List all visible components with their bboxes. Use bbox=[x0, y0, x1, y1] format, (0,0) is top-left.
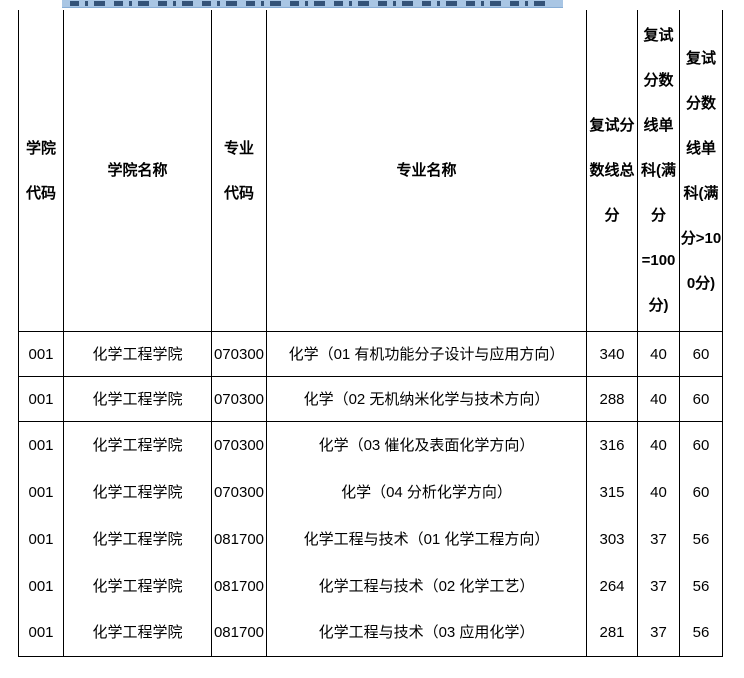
table-row: 001 化学工程学院 081700 化学工程与技术（02 化学工艺） 264 37 56 bbox=[18, 562, 723, 610]
cell-college-code: 001 bbox=[18, 562, 64, 610]
header-retest-single-gt100: 复试 分数 线单 科(满 分>10 0分) bbox=[679, 10, 723, 332]
table-row: 001 化学工程学院 070300 化学（03 催化及表面化学方向） 316 40 60 bbox=[18, 421, 723, 469]
cell-retest-total: 340 bbox=[586, 331, 638, 377]
cell-retest-single-100: 37 bbox=[637, 562, 680, 610]
cell-college-name: 化学工程学院 bbox=[63, 421, 212, 469]
cell-major-name: 化学工程与技术（01 化学工程方向） bbox=[266, 515, 587, 563]
header-college-code: 学院 代码 bbox=[18, 10, 64, 332]
cell-college-name: 化学工程学院 bbox=[63, 609, 212, 657]
cell-college-code: 001 bbox=[18, 609, 64, 657]
cell-major-code: 081700 bbox=[211, 562, 267, 610]
cell-major-name: 化学（02 无机纳米化学与技术方向） bbox=[266, 376, 587, 422]
cell-retest-single-100: 37 bbox=[637, 515, 680, 563]
score-table: 学院 代码 学院名称 专业 代码 专业名称 复试分 数线总 分 复试 分数 线单… bbox=[18, 10, 723, 657]
cell-major-code: 081700 bbox=[211, 609, 267, 657]
table-row: 001 化学工程学院 081700 化学工程与技术（03 应用化学） 281 37 56 bbox=[18, 609, 723, 657]
cell-retest-single-gt100: 60 bbox=[679, 376, 723, 422]
cell-major-name: 化学工程与技术（03 应用化学） bbox=[266, 609, 587, 657]
cell-major-code: 081700 bbox=[211, 515, 267, 563]
cell-college-code: 001 bbox=[18, 376, 64, 422]
cell-college-name: 化学工程学院 bbox=[63, 331, 212, 377]
cell-retest-single-gt100: 60 bbox=[679, 421, 723, 469]
cell-retest-total: 264 bbox=[586, 562, 638, 610]
header-retest-single-100: 复试 分数 线单 科(满 分 =100 分) bbox=[637, 10, 680, 332]
table-body: 001 化学工程学院 070300 化学（01 有机功能分子设计与应用方向） 340 40… bbox=[18, 331, 723, 657]
cell-major-name: 化学（01 有机功能分子设计与应用方向） bbox=[266, 331, 587, 377]
cell-college-name: 化学工程学院 bbox=[63, 515, 212, 563]
table-row: 001 化学工程学院 070300 化学（02 无机纳米化学与技术方向） 288 40 60 bbox=[18, 376, 723, 422]
cell-major-code: 070300 bbox=[211, 331, 267, 377]
cell-college-code: 001 bbox=[18, 468, 64, 516]
header-retest-total: 复试分 数线总 分 bbox=[586, 10, 638, 332]
cell-college-code: 001 bbox=[18, 515, 64, 563]
cell-retest-single-100: 40 bbox=[637, 468, 680, 516]
header-major-code: 专业 代码 bbox=[211, 10, 267, 332]
table-row: 001 化学工程学院 070300 化学（01 有机功能分子设计与应用方向） 340 40… bbox=[18, 331, 723, 377]
cell-retest-single-gt100: 56 bbox=[679, 609, 723, 657]
cell-major-code: 070300 bbox=[211, 468, 267, 516]
cell-retest-single-100: 40 bbox=[637, 331, 680, 377]
cell-major-name: 化学工程与技术（02 化学工艺） bbox=[266, 562, 587, 610]
cell-major-name: 化学（03 催化及表面化学方向） bbox=[266, 421, 587, 469]
cell-retest-single-100: 40 bbox=[637, 421, 680, 469]
cell-retest-single-gt100: 60 bbox=[679, 468, 723, 516]
cell-college-name: 化学工程学院 bbox=[63, 468, 212, 516]
cell-college-name: 化学工程学院 bbox=[63, 562, 212, 610]
cell-retest-single-gt100: 56 bbox=[679, 562, 723, 610]
cell-retest-single-100: 37 bbox=[637, 609, 680, 657]
cell-retest-single-gt100: 56 bbox=[679, 515, 723, 563]
cell-college-name: 化学工程学院 bbox=[63, 376, 212, 422]
table-row: 001 化学工程学院 070300 化学（04 分析化学方向） 315 40 60 bbox=[18, 468, 723, 516]
cell-major-code: 070300 bbox=[211, 421, 267, 469]
table-header: 学院 代码 学院名称 专业 代码 专业名称 复试分 数线总 分 复试 分数 线单… bbox=[18, 10, 723, 332]
cell-retest-total: 316 bbox=[586, 421, 638, 469]
cell-retest-total: 315 bbox=[586, 468, 638, 516]
cell-retest-single-gt100: 60 bbox=[679, 331, 723, 377]
header-row: 学院 代码 学院名称 专业 代码 专业名称 复试分 数线总 分 复试 分数 线单… bbox=[18, 10, 723, 332]
cell-major-name: 化学（04 分析化学方向） bbox=[266, 468, 587, 516]
cell-college-code: 001 bbox=[18, 331, 64, 377]
cell-college-code: 001 bbox=[18, 421, 64, 469]
table-row: 001 化学工程学院 081700 化学工程与技术（01 化学工程方向） 303 37 56 bbox=[18, 515, 723, 563]
header-college-name: 学院名称 bbox=[63, 10, 212, 332]
clipped-highlighted-text bbox=[62, 0, 563, 8]
header-major-name: 专业名称 bbox=[266, 10, 587, 332]
cell-retest-total: 303 bbox=[586, 515, 638, 563]
cell-retest-total: 288 bbox=[586, 376, 638, 422]
cell-major-code: 070300 bbox=[211, 376, 267, 422]
cell-retest-total: 281 bbox=[586, 609, 638, 657]
cell-retest-single-100: 40 bbox=[637, 376, 680, 422]
